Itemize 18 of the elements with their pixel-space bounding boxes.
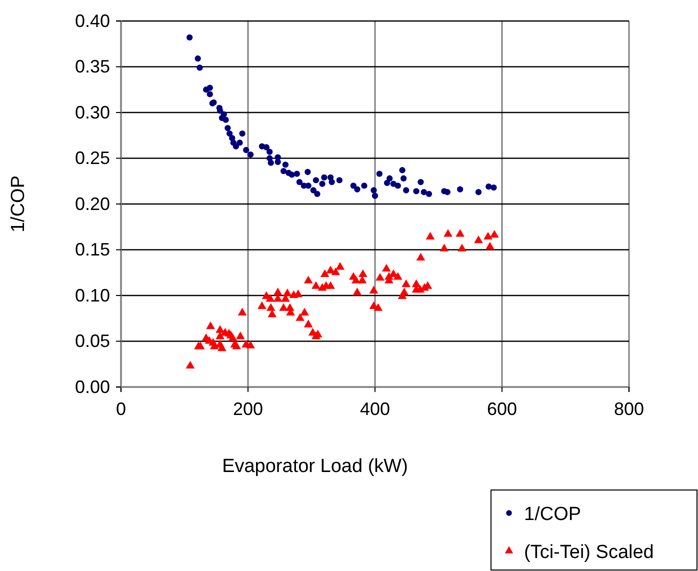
y-tick-label: 0.15: [74, 240, 110, 260]
y-tick-label: 0.00: [74, 376, 110, 397]
x-tick-label: 400: [360, 398, 390, 419]
y-tick-label: 0.10: [74, 285, 110, 306]
y-tick-label: 0.20: [74, 194, 110, 214]
y-tick-label: 0.05: [74, 331, 110, 352]
y-tick-label: 0.25: [74, 148, 110, 168]
y-tick-label: 0.35: [74, 56, 110, 77]
y-tick-label: 0.30: [74, 102, 110, 122]
x-tick-label: 600: [486, 398, 518, 419]
legend-label: (Tci-Tei) Scaled: [524, 542, 654, 563]
x-tick-label: 0: [116, 398, 126, 419]
x-tick-label: 800: [614, 398, 644, 419]
y-tick-label: 0.40: [74, 10, 110, 31]
legend-label: 1/COP: [524, 504, 582, 525]
x-axis-title: Evaporator Load (kW): [222, 456, 408, 477]
y-axis-title: 1/COP: [8, 175, 29, 233]
x-tick-label: 200: [232, 398, 264, 419]
